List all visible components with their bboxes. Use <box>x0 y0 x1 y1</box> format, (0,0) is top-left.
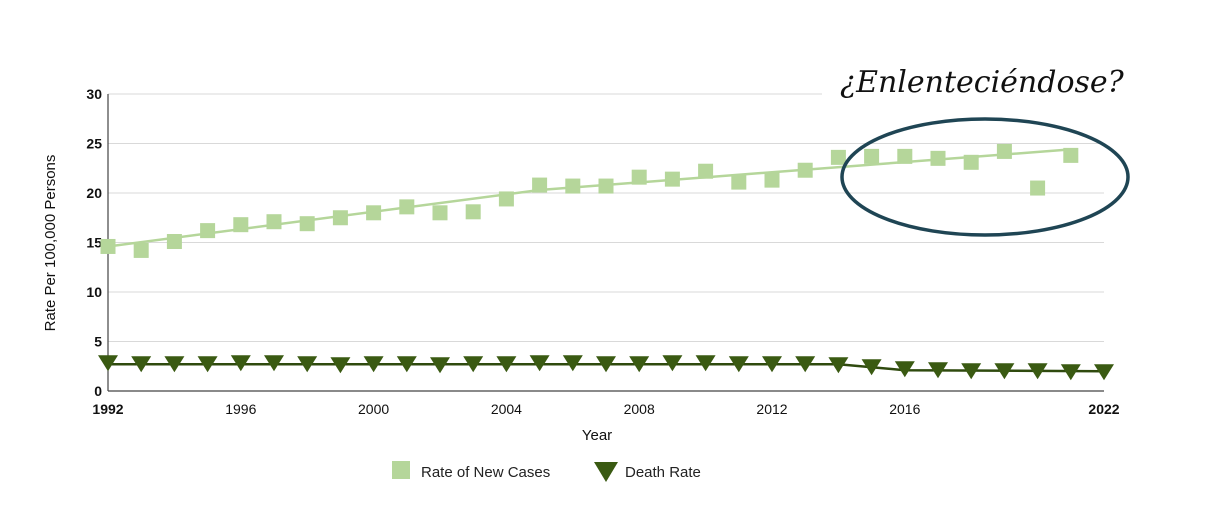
legend: Rate of New Cases Death Rate <box>392 461 701 482</box>
data-point-death-rate <box>629 356 650 373</box>
data-point-new-cases <box>698 163 714 179</box>
data-point-new-cases <box>133 242 149 258</box>
y-tick-label: 0 <box>94 383 102 399</box>
data-point-death-rate <box>894 361 915 378</box>
data-point-death-rate <box>795 356 816 373</box>
gridlines <box>108 93 1104 342</box>
y-tick-labels: 0 5 10 15 20 25 30 <box>86 86 102 399</box>
y-tick-label: 25 <box>86 136 102 152</box>
y-axis-label: Rate Per 100,000 Persons <box>42 155 59 332</box>
data-point-death-rate <box>197 356 218 373</box>
data-point-new-cases <box>996 143 1012 159</box>
data-point-death-rate <box>98 355 118 372</box>
data-point-new-cases <box>100 238 116 254</box>
data-point-new-cases <box>864 148 880 164</box>
x-tick-label: 2016 <box>889 401 920 417</box>
data-point-death-rate <box>662 355 683 372</box>
annotation-circle <box>840 117 1130 237</box>
data-point-new-cases <box>797 162 813 178</box>
data-point-new-cases <box>266 214 282 230</box>
data-point-new-cases <box>897 148 913 164</box>
data-point-death-rate <box>430 357 450 374</box>
data-point-death-rate <box>529 355 550 372</box>
legend-label-new-cases: Rate of New Cases <box>421 464 550 481</box>
data-point-new-cases <box>598 178 614 194</box>
legend-marker-death-rate <box>594 462 618 482</box>
x-tick-label: 2008 <box>624 401 655 417</box>
data-point-death-rate <box>330 357 351 374</box>
data-point-death-rate <box>496 356 517 373</box>
data-point-death-rate <box>861 359 882 376</box>
data-point-new-cases <box>432 205 448 221</box>
data-point-new-cases <box>399 199 415 215</box>
x-tick-label: 1996 <box>225 401 256 417</box>
x-tick-label: 2012 <box>756 401 787 417</box>
data-point-new-cases <box>565 178 581 194</box>
data-point-new-cases <box>465 204 481 220</box>
y-tick-label: 5 <box>94 334 102 350</box>
data-point-new-cases <box>664 171 680 187</box>
data-marks <box>98 143 1114 381</box>
y-tick-label: 15 <box>86 235 102 251</box>
legend-marker-new-cases <box>392 461 410 479</box>
data-point-new-cases <box>963 154 979 170</box>
legend-label-death-rate: Death Rate <box>625 464 701 481</box>
annotation-background <box>822 60 1142 116</box>
data-point-death-rate <box>596 356 616 373</box>
data-point-death-rate <box>762 356 782 373</box>
y-tick-label: 20 <box>86 185 102 201</box>
data-point-death-rate <box>961 363 982 380</box>
y-tick-label: 30 <box>86 86 102 102</box>
data-point-death-rate <box>728 356 749 373</box>
data-point-death-rate <box>463 356 484 373</box>
data-point-new-cases <box>631 169 647 185</box>
data-point-new-cases <box>930 150 946 166</box>
data-point-death-rate <box>363 356 384 373</box>
data-point-new-cases <box>532 177 548 193</box>
data-point-death-rate <box>994 363 1015 380</box>
data-point-new-cases <box>233 217 249 233</box>
data-point-new-cases <box>731 174 747 190</box>
y-tick-label: 10 <box>86 284 102 300</box>
data-point-new-cases <box>332 210 348 226</box>
data-point-death-rate <box>264 355 284 372</box>
data-point-death-rate <box>131 356 152 373</box>
x-tick-label: 2000 <box>358 401 389 417</box>
data-point-death-rate <box>1027 363 1048 380</box>
data-point-new-cases <box>1063 147 1079 163</box>
data-point-new-cases <box>764 172 780 188</box>
x-tick-label: 2004 <box>491 401 522 417</box>
x-axis-label: Year <box>582 427 612 444</box>
data-point-death-rate <box>1094 364 1114 381</box>
data-point-death-rate <box>1060 364 1081 381</box>
data-point-death-rate <box>230 355 251 372</box>
data-point-new-cases <box>166 234 182 250</box>
data-point-new-cases <box>200 223 216 239</box>
x-tick-label: 2022 <box>1088 401 1119 417</box>
data-point-death-rate <box>562 355 583 372</box>
x-tick-label: 1992 <box>92 401 123 417</box>
data-point-death-rate <box>297 356 318 373</box>
data-point-death-rate <box>828 357 849 374</box>
data-point-new-cases <box>1030 180 1046 196</box>
data-point-death-rate <box>396 356 417 373</box>
data-point-new-cases <box>498 191 514 207</box>
data-point-new-cases <box>299 216 315 232</box>
data-point-death-rate <box>164 356 185 373</box>
trend-line-series-0 <box>107 148 1071 248</box>
data-point-new-cases <box>366 205 382 221</box>
data-point-death-rate <box>695 355 716 372</box>
data-point-new-cases <box>830 149 846 165</box>
x-tick-labels: 1992 1996 2000 2004 2008 2012 2016 2022 <box>92 401 1119 417</box>
data-point-death-rate <box>928 362 948 379</box>
annotation-text: ¿Enlenteciéndose? <box>840 65 1125 100</box>
